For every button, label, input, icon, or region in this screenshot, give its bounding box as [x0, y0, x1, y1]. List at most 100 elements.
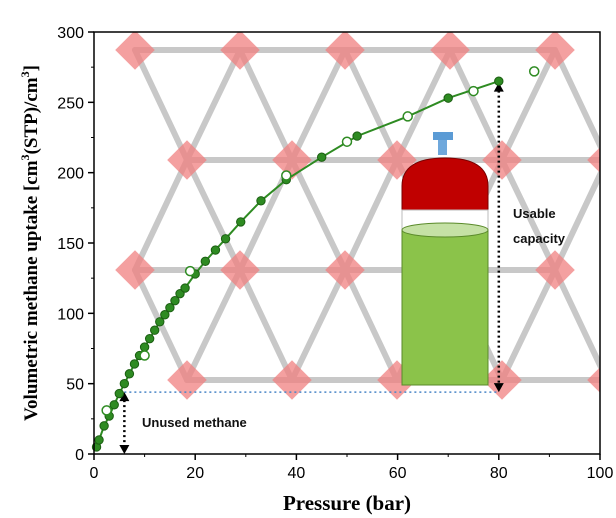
framework-link [499, 47, 558, 163]
data-point-filled [139, 342, 150, 352]
unused-methane-arrow-head-down [119, 445, 130, 454]
data-point-filled [317, 152, 327, 162]
framework-node [115, 250, 155, 290]
framework-link [184, 267, 243, 383]
framework-link [342, 267, 400, 383]
data-point-filled [94, 435, 104, 445]
data-point-open [139, 350, 150, 361]
framework-link [184, 157, 243, 273]
framework-node [587, 360, 600, 400]
framework-link [132, 47, 190, 163]
data-point-open [184, 265, 196, 277]
tank-cap [401, 157, 489, 211]
gas-tank-illustration [401, 132, 489, 386]
data-point-filled [160, 310, 170, 320]
y-tick-label: 100 [57, 306, 84, 323]
data-point-filled [144, 333, 155, 344]
y-axis-title: Volumetric methane uptake [cm3(STP)/cm3] [18, 65, 42, 421]
x-tick-label: 60 [389, 465, 407, 482]
framework-node [482, 360, 522, 400]
framework-node [535, 32, 575, 70]
data-point-filled [200, 256, 211, 266]
data-point-filled [129, 359, 140, 369]
usable-capacity-label-line2: capacity [513, 231, 566, 246]
framework-node [535, 250, 575, 290]
framework-link [289, 267, 348, 383]
data-point-filled [114, 388, 125, 399]
framework-link [394, 47, 453, 163]
annotation-arrows [119, 82, 504, 454]
data-point-filled [170, 295, 180, 306]
data-point-filled [256, 196, 266, 206]
usable-capacity-arrow-head-down [493, 383, 504, 393]
usable-capacity-label-line1: Usable [513, 206, 556, 221]
framework-node [325, 250, 365, 290]
tank-body [401, 229, 489, 386]
x-tick-label: 80 [490, 465, 508, 482]
framework-link [552, 47, 600, 153]
data-point-filled [155, 317, 165, 327]
framework-node [167, 360, 207, 400]
data-point-open [402, 111, 413, 122]
usable-capacity-arrow-head-up [493, 82, 504, 92]
unused-methane-label: Unused methane [142, 415, 247, 430]
data-point-filled [99, 421, 109, 431]
data-point-filled [220, 234, 231, 244]
framework-node [272, 360, 312, 400]
data-point-filled [210, 245, 221, 255]
data-point-filled [150, 325, 160, 335]
tank-valve-top [433, 132, 453, 140]
data-point-open [101, 405, 112, 416]
tank-valve-stem [438, 140, 447, 155]
framework-node [272, 140, 312, 180]
y-tick-label: 200 [57, 166, 84, 183]
data-point-filled [165, 303, 175, 313]
y-tick-label: 150 [57, 236, 84, 253]
x-tick-label: 100 [587, 465, 614, 482]
x-tick-label: 0 [90, 465, 99, 482]
x-axis-title: Pressure (bar) [283, 491, 411, 515]
framework-node [325, 32, 365, 70]
framework-link [552, 167, 600, 273]
framework-link [499, 157, 558, 273]
unused-methane-arrow-head-up [119, 392, 130, 402]
data-point-open [281, 170, 292, 181]
framework-link [342, 47, 400, 163]
x-tick-label: 40 [288, 465, 306, 482]
axis-ticks: 0 20 40 60 80 100 0 50 100 150 200 250 300 [57, 25, 613, 482]
data-point-filled [236, 217, 246, 227]
data-point-filled [109, 400, 119, 410]
framework-link [289, 47, 348, 163]
data-point-filled [119, 378, 130, 389]
data-point-filled [180, 283, 190, 293]
framework-link [342, 157, 400, 273]
data-point-filled [494, 76, 504, 86]
framework-link [447, 47, 505, 163]
y-tick-label: 50 [66, 377, 84, 394]
y-tick-label: 250 [57, 95, 84, 112]
framework-node [167, 140, 207, 180]
framework-link [132, 157, 190, 273]
x-tick-label: 20 [186, 465, 204, 482]
data-point-open [468, 85, 479, 97]
framework-node [482, 140, 522, 180]
y-tick-label: 300 [57, 25, 84, 42]
framework-link [184, 47, 243, 163]
framework-node [220, 250, 260, 290]
framework-link [499, 267, 558, 383]
framework-link [237, 267, 295, 383]
framework-node [587, 140, 600, 180]
data-point-filled [124, 369, 135, 379]
data-points-layer [91, 66, 540, 452]
data-point-open [341, 136, 353, 147]
framework-node [430, 32, 470, 70]
data-point-filled [352, 131, 362, 141]
tank-liquid-surface [401, 222, 489, 238]
data-point-filled [443, 93, 453, 103]
data-point-open [528, 66, 540, 77]
framework-link [237, 47, 295, 163]
framework-node [115, 32, 155, 70]
y-tick-label: 0 [75, 447, 84, 464]
framework-link [552, 267, 600, 373]
